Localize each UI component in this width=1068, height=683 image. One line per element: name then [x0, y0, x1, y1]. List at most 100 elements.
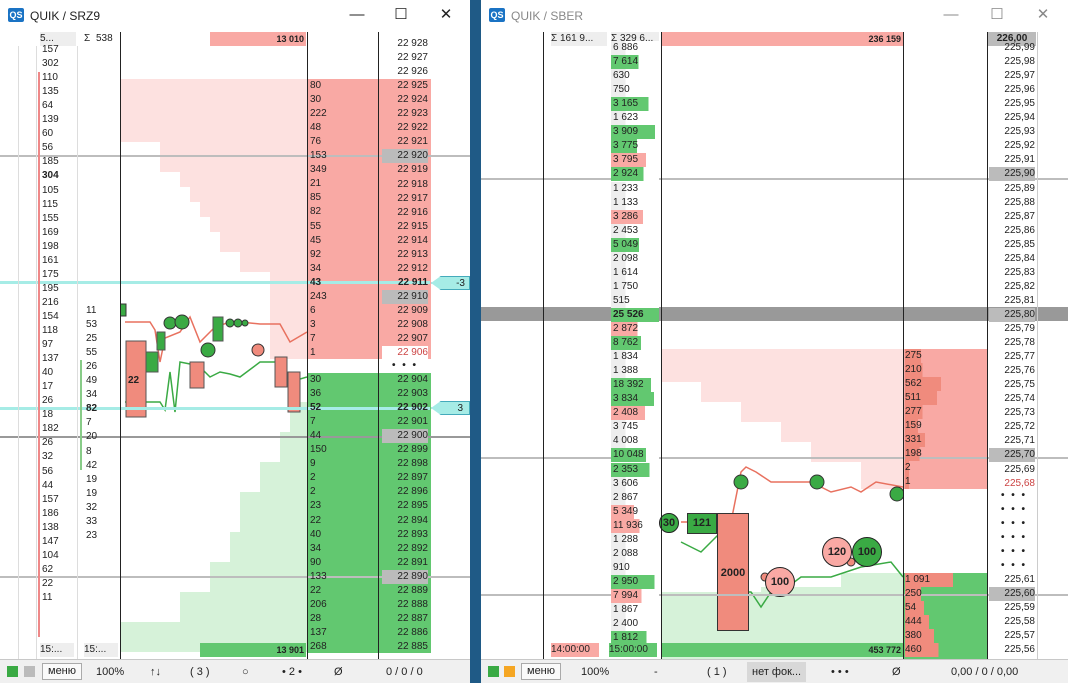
price-cell: 22 892: [397, 542, 428, 554]
empty-icon[interactable]: Ø: [892, 666, 901, 678]
divider: [307, 32, 308, 659]
volume-cell: 118: [42, 325, 58, 336]
price-cell: 22 908: [397, 319, 428, 330]
close-button[interactable]: ✕: [439, 6, 453, 23]
right-statusbar: меню 100% - ( 1 ) нет фок... • • • Ø 0,0…: [481, 659, 1068, 683]
trade-volume-cell: 1 867: [611, 603, 659, 617]
trade-volume-cell: 3 745: [611, 420, 659, 435]
volume-cell: 11: [86, 305, 97, 316]
ask-volume-cell: 45: [310, 234, 322, 246]
bid-volume-cell: 30: [310, 374, 322, 385]
empty-icon[interactable]: Ø: [334, 666, 343, 678]
price-cell: 22 920: [382, 149, 428, 164]
price-cell: 225,78: [1004, 337, 1035, 349]
right-window-title: QUIK / SBER: [511, 9, 584, 23]
price-cell: 225,72: [1004, 421, 1035, 433]
status-orange-icon[interactable]: [504, 666, 515, 677]
ask-volume-cell: 210: [905, 363, 985, 378]
menu-button[interactable]: меню: [42, 663, 83, 680]
price-cell: 225,92: [1004, 140, 1035, 152]
trade-volume-cell: 4 008: [611, 434, 659, 449]
order-count[interactable]: ( 3 ): [190, 666, 210, 678]
price-cell: 225,74: [1004, 393, 1035, 405]
trade-volume-cell: 2 400: [611, 617, 659, 632]
spread-dots: • • •: [1001, 504, 1028, 516]
focus-indicator[interactable]: нет фок...: [747, 662, 807, 682]
price-cell: 225,94: [1004, 112, 1035, 124]
volume-cell: 137: [42, 353, 59, 365]
volume-cell: 198: [42, 240, 59, 252]
volume-cell: 169: [42, 226, 59, 238]
trade-volume-cell: 3 795: [611, 153, 659, 168]
spread-dots: • • •: [1001, 532, 1028, 544]
more-dots[interactable]: • • •: [831, 666, 849, 678]
left-statusbar: меню 100% ↑↓ ( 3 ) ○ • 2 • Ø 0 / 0 / 0: [0, 659, 470, 683]
price-cell: 22 887: [397, 612, 428, 624]
status-green-icon[interactable]: [7, 666, 18, 677]
left-chart: [120, 79, 307, 652]
volume-cell: 195: [42, 282, 59, 294]
order-count[interactable]: ( 1 ): [707, 666, 727, 678]
price-cell: 225,75: [1004, 379, 1035, 391]
ask-volume-cell: 331: [905, 433, 985, 448]
price-cell: 22 918: [397, 178, 428, 190]
price-cell: 22 895: [397, 500, 428, 512]
ask-volume-cell: 85: [310, 192, 322, 204]
volume-cell: 182: [42, 423, 59, 435]
trade-volume-cell: 5 049: [611, 237, 659, 252]
left-orderbook[interactable]: 22 5... Σ 538 13 010 157 302 110 135 64 139 60…: [0, 32, 470, 659]
volume-cell: 26: [86, 361, 98, 373]
price-cell: 225,85: [1004, 238, 1035, 250]
maximize-button[interactable]: ☐: [990, 6, 1004, 23]
volume-cell: 147: [42, 535, 59, 547]
circle-icon[interactable]: ○: [242, 666, 249, 678]
trade-volume-cell: 2 867: [611, 490, 659, 505]
divider: [36, 46, 37, 659]
bid-volume-cell: 137: [310, 626, 327, 638]
volume-cell: 53: [86, 319, 98, 331]
price-cell: 225,77: [1004, 351, 1035, 363]
bid-volume-cell: 150: [310, 444, 327, 456]
left-titlebar: QS QUIK / SRZ9 — ☐ ✕: [0, 0, 470, 32]
trade-volume-cell: 1 614: [611, 265, 659, 280]
divider: [1037, 32, 1038, 659]
ask-volume-cell: 511: [905, 391, 985, 406]
zoom-level[interactable]: 100%: [581, 666, 610, 678]
maximize-button[interactable]: ☐: [394, 6, 408, 23]
position-marker-ask[interactable]: -3: [431, 276, 470, 290]
minimize-button[interactable]: —: [349, 6, 365, 23]
price-cell: 22 889: [397, 584, 428, 596]
minimize-button[interactable]: —: [943, 6, 959, 23]
ask-volume-cell: 277: [905, 405, 985, 420]
status-green-icon[interactable]: [488, 666, 499, 677]
price-cell: 22 925: [397, 80, 428, 92]
menu-button[interactable]: меню: [521, 663, 562, 680]
status-gray-icon[interactable]: [24, 666, 35, 677]
right-orderbook[interactable]: 30 121 2000 100 120 100 Σ 161 9... Σ 329…: [481, 32, 1068, 659]
close-button[interactable]: ✕: [1036, 6, 1050, 23]
ask-volume-cell: 34: [310, 262, 322, 274]
trade-volume-cell: 1 288: [611, 532, 659, 547]
volume-cell: 25: [86, 333, 98, 345]
price-cell: 225,89: [1004, 182, 1035, 194]
bid-volume-cell: 9: [310, 458, 316, 470]
trade-volume-cell: 1 133: [611, 195, 659, 210]
spread-dots: • • •: [1001, 560, 1028, 572]
trade-volume-cell: 18 392: [611, 378, 659, 393]
price-cell: 225,86: [1004, 224, 1035, 236]
sort-icon[interactable]: ↑↓: [150, 666, 161, 678]
dash-indicator[interactable]: -: [654, 666, 658, 678]
zoom-level[interactable]: 100%: [96, 666, 125, 678]
volume-cell: 32: [42, 451, 54, 463]
ask-volume-cell: 198: [905, 447, 985, 462]
divider: [987, 32, 988, 659]
price-cell: 22 893: [397, 528, 428, 540]
level-indicator[interactable]: • 2 •: [282, 666, 302, 678]
price-cell: 225,96: [1004, 84, 1035, 96]
ask-volume-cell: 55: [310, 220, 322, 232]
position-marker-bid[interactable]: 3: [431, 401, 470, 415]
volume-bar: [38, 72, 40, 637]
ask-volume-cell: 82: [310, 206, 322, 218]
level-line: [0, 576, 470, 578]
trade-volume-cell: 630: [611, 69, 659, 84]
